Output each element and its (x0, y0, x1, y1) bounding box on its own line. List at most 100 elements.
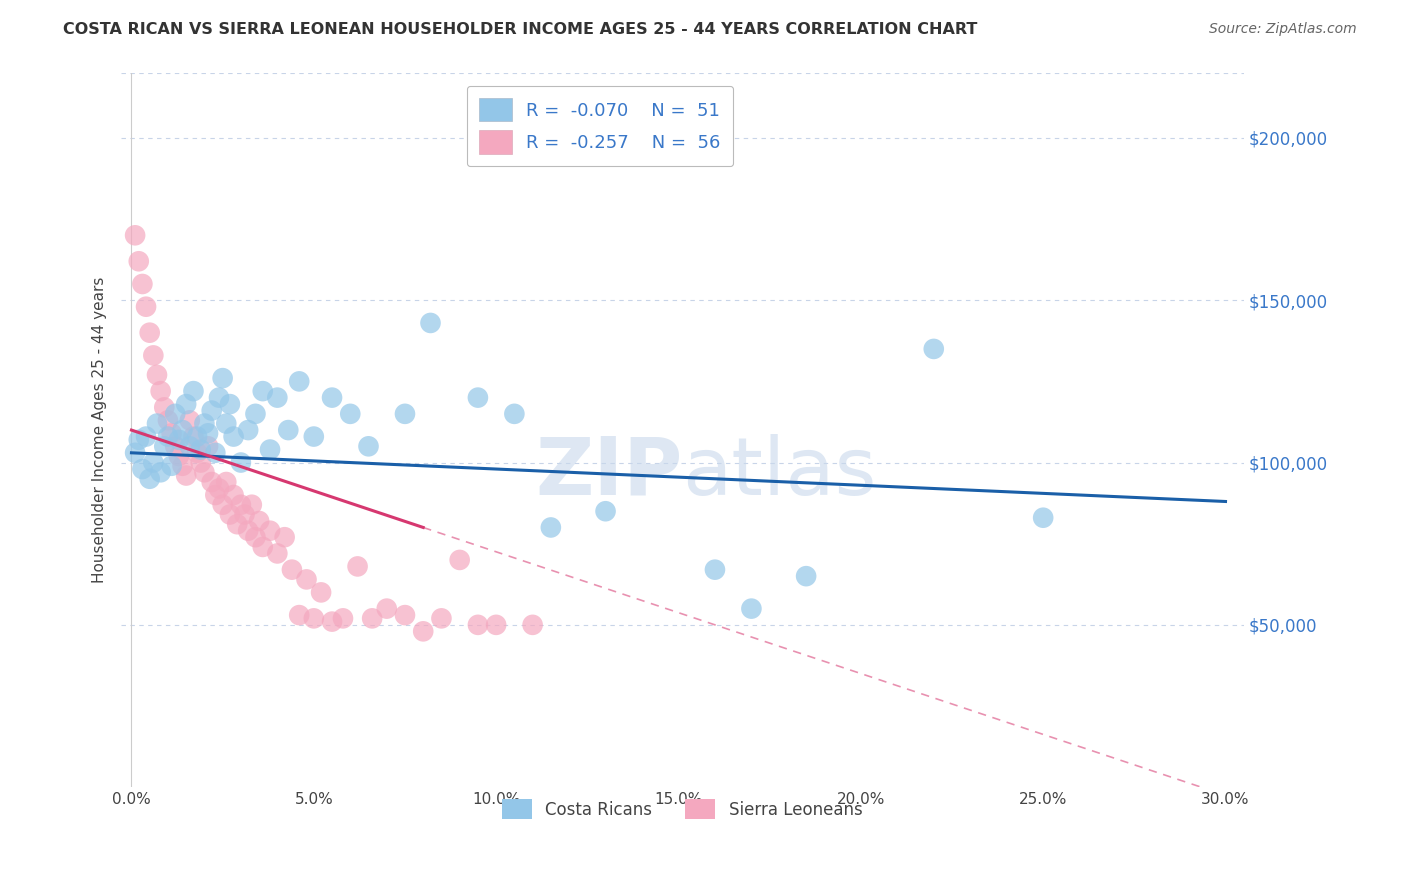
Point (186, 446, 208, 460)
Point (190, 456, 212, 470)
Point (277, 423, 299, 437)
Point (922, 342, 945, 356)
Point (288, 608, 311, 623)
Point (172, 458, 194, 473)
Point (229, 498, 252, 512)
Point (266, 391, 288, 405)
Point (167, 449, 190, 463)
Point (179, 439, 201, 453)
Point (332, 611, 354, 625)
Point (135, 429, 157, 443)
Point (174, 397, 197, 411)
Point (193, 465, 215, 479)
Point (186, 429, 208, 443)
Point (259, 524, 281, 538)
Point (238, 524, 260, 538)
Point (211, 371, 233, 385)
Point (740, 601, 762, 615)
Point (215, 417, 238, 431)
Y-axis label: Householder Income Ages 25 - 44 years: Householder Income Ages 25 - 44 years (93, 277, 107, 583)
Point (146, 368, 169, 382)
Point (419, 316, 441, 330)
Point (245, 530, 267, 544)
Point (174, 468, 197, 483)
Point (361, 611, 384, 625)
Point (321, 615, 343, 629)
Point (273, 530, 295, 544)
Point (215, 475, 238, 489)
Point (219, 397, 242, 411)
Point (156, 429, 179, 443)
Point (183, 429, 205, 443)
Point (503, 407, 526, 421)
Point (153, 401, 176, 415)
Point (394, 608, 416, 623)
Point (339, 407, 361, 421)
Point (229, 456, 252, 470)
Point (321, 391, 343, 405)
Point (247, 514, 270, 528)
Point (233, 508, 256, 522)
Point (412, 624, 434, 639)
Point (540, 520, 562, 534)
Point (156, 413, 179, 427)
Point (165, 407, 187, 421)
Point (124, 446, 146, 460)
Point (149, 465, 172, 479)
Point (449, 553, 471, 567)
Point (172, 423, 194, 437)
Point (193, 417, 215, 431)
Point (131, 462, 153, 476)
Point (467, 618, 489, 632)
Point (204, 446, 226, 460)
Point (208, 482, 231, 496)
Point (295, 573, 318, 587)
Point (183, 384, 205, 398)
Point (259, 442, 281, 457)
Point (142, 348, 165, 362)
Point (167, 433, 190, 447)
Text: ZIP: ZIP (534, 434, 682, 512)
Point (128, 254, 150, 268)
Point (135, 300, 157, 314)
Point (485, 618, 508, 632)
Point (595, 504, 617, 518)
Point (165, 439, 187, 453)
Point (211, 498, 233, 512)
Point (138, 326, 160, 340)
Text: Source: ZipAtlas.com: Source: ZipAtlas.com (1209, 22, 1357, 37)
Point (219, 508, 242, 522)
Point (302, 611, 325, 625)
Point (142, 456, 165, 470)
Point (153, 439, 176, 453)
Point (394, 407, 416, 421)
Point (522, 618, 544, 632)
Point (252, 384, 274, 398)
Text: atlas: atlas (682, 434, 876, 512)
Point (197, 439, 219, 453)
Point (131, 277, 153, 291)
Point (160, 426, 183, 441)
Legend: Costa Ricans, Sierra Leoneans: Costa Ricans, Sierra Leoneans (495, 793, 869, 825)
Point (138, 472, 160, 486)
Point (467, 391, 489, 405)
Point (124, 228, 146, 243)
Point (197, 426, 219, 441)
Point (281, 563, 304, 577)
Point (204, 488, 226, 502)
Point (240, 498, 263, 512)
Point (222, 488, 245, 502)
Point (430, 611, 453, 625)
Point (179, 413, 201, 427)
Point (302, 429, 325, 443)
Point (201, 475, 224, 489)
Point (252, 540, 274, 554)
Point (190, 442, 212, 457)
Point (288, 375, 311, 389)
Point (346, 559, 368, 574)
Point (245, 407, 267, 421)
Point (160, 458, 183, 473)
Point (149, 384, 172, 398)
Point (309, 585, 332, 599)
Point (146, 417, 169, 431)
